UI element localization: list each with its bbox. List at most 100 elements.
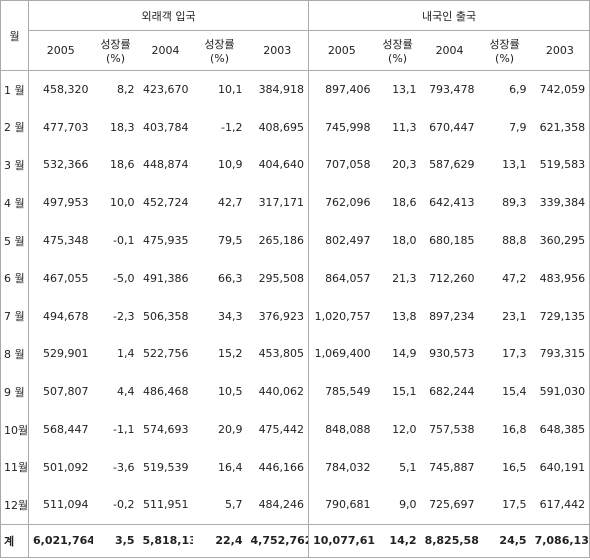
group-header: 내국인 출국 <box>308 0 590 31</box>
cell: 88,8 <box>502 234 527 248</box>
cell: 17,3 <box>502 347 527 361</box>
table-row: 2 월 477,703 18,3 403,784 -1,2 408,695 745,998 1… <box>0 108 590 147</box>
row-label: 7 월 <box>0 297 29 336</box>
cell: 617,442 <box>539 498 586 512</box>
cell: 7,9 <box>509 120 527 134</box>
cell: 897,406 <box>325 83 371 97</box>
cell: 403,784 <box>143 120 189 134</box>
cell: 5,1 <box>399 460 417 474</box>
row-label: 5 월 <box>0 221 29 260</box>
cell: 79,5 <box>218 234 243 248</box>
cell: 712,260 <box>429 271 475 285</box>
table-row: 계6,021,7643,55,818,13822,44,752,76210,07… <box>0 523 590 558</box>
column-header: 2004 <box>138 30 193 71</box>
table-row: 9 월 507,807 4,4 486,468 10,5 440,062 785,549 15… <box>0 372 590 411</box>
cell: 682,244 <box>429 385 475 399</box>
table-row: 7 월 494,678 -2,3 506,358 34,3 376,923 1,020,75… <box>0 297 590 336</box>
cell: 745,998 <box>325 120 371 134</box>
row-label: 9 월 <box>0 372 29 411</box>
cell: 10,077,619 <box>308 523 375 558</box>
cell: 486,468 <box>143 385 189 399</box>
table-row: 10월 568,447 -1,1 574,693 20,9 475,442 848,088 1… <box>0 410 590 449</box>
cell: 10,1 <box>218 83 243 97</box>
cell: 5,818,138 <box>138 523 193 558</box>
column-header: 2004 <box>420 30 479 71</box>
cell: -1,1 <box>113 423 135 437</box>
column-header-line: 2003 <box>263 44 292 57</box>
cell: 448,874 <box>143 158 189 172</box>
cell: 725,697 <box>429 498 475 512</box>
cell: 475,935 <box>143 234 189 248</box>
row-label: 1 월 <box>0 70 29 109</box>
cell: -0,1 <box>113 234 135 248</box>
column-header-line: (%) <box>495 52 515 65</box>
cell: 10,9 <box>218 158 243 172</box>
column-header-line: 2003 <box>545 44 574 57</box>
column-header: 성장률 (%) <box>374 30 421 71</box>
cell: 10,0 <box>110 196 135 210</box>
cell: 494,678 <box>43 309 89 323</box>
cell: 7,086,133 <box>530 523 590 558</box>
cell: 742,059 <box>539 83 586 97</box>
column-header: 2003 <box>530 30 590 71</box>
cell: 784,032 <box>325 460 371 474</box>
cell: 511,094 <box>43 498 89 512</box>
cell: 785,549 <box>325 385 371 399</box>
cell: 440,062 <box>246 372 310 411</box>
cell: 707,058 <box>325 158 371 172</box>
cell: 16,8 <box>502 423 527 437</box>
cell: 446,166 <box>246 448 310 487</box>
cell: 501,092 <box>43 460 89 474</box>
table-row: 8 월 529,901 1,4 522,756 15,2 453,805 1,069,400… <box>0 335 590 373</box>
cell: 360,295 <box>539 234 586 248</box>
column-header: 2005 <box>28 30 93 71</box>
cell: 8,825,585 <box>420 523 479 558</box>
cell: 384,918 <box>246 70 310 109</box>
column-header-line: 성장률 <box>489 38 520 51</box>
cell: 376,923 <box>246 297 310 336</box>
cell: 20,3 <box>392 158 417 172</box>
row-label: 2 월 <box>0 108 29 147</box>
table-row: 1 월 458,320 8,2 423,670 10,1 384,918 897,406 13… <box>0 70 590 109</box>
column-header: 성장률 (%) <box>92 30 139 71</box>
cell: 930,573 <box>429 347 475 361</box>
table-row: 12월 511,094 -0,2 511,951 5,7 484,246 790,681 9,… <box>0 486 590 525</box>
cell: 506,358 <box>143 309 189 323</box>
cell: 22,4 <box>192 523 247 558</box>
column-header-line: 2005 <box>327 44 356 57</box>
cell: 5,7 <box>225 498 243 512</box>
cell: -2,3 <box>113 309 135 323</box>
table-row: 4 월 497,953 10,0 452,724 42,7 317,171 762,096 1… <box>0 183 590 222</box>
cell: 423,670 <box>143 83 189 97</box>
column-header: 2003 <box>246 30 310 71</box>
cell: 295,508 <box>246 259 310 298</box>
cell: 591,030 <box>539 385 586 399</box>
column-header: 성장률 (%) <box>192 30 247 71</box>
cell: 16,4 <box>218 460 243 474</box>
cell: 17,5 <box>502 498 527 512</box>
cell: 3,5 <box>92 523 139 558</box>
cell: 670,447 <box>429 120 475 134</box>
row-label: 계 <box>0 523 29 558</box>
cell: 9,0 <box>399 498 417 512</box>
cell: 757,538 <box>429 423 475 437</box>
row-label: 12월 <box>0 486 29 525</box>
cell: 42,7 <box>218 196 243 210</box>
cell: 467,055 <box>43 271 89 285</box>
column-header-line: 성장률 <box>382 38 413 51</box>
column-header-line: (%) <box>209 52 230 65</box>
column-header-line: 성장률 <box>204 38 235 51</box>
cell: 8,2 <box>117 83 135 97</box>
cell: 339,384 <box>539 196 586 210</box>
cell: 6,021,764 <box>28 523 93 558</box>
cell: 640,191 <box>539 460 586 474</box>
cell: 793,478 <box>429 83 475 97</box>
cell: 66,3 <box>218 271 243 285</box>
cell: 10,5 <box>218 385 243 399</box>
cell: 16,5 <box>502 460 527 474</box>
cell: 568,447 <box>43 423 89 437</box>
cell: 1,069,400 <box>314 347 371 361</box>
cell: 18,0 <box>392 234 417 248</box>
cell: 484,246 <box>246 486 310 525</box>
cell: -0,2 <box>113 498 135 512</box>
